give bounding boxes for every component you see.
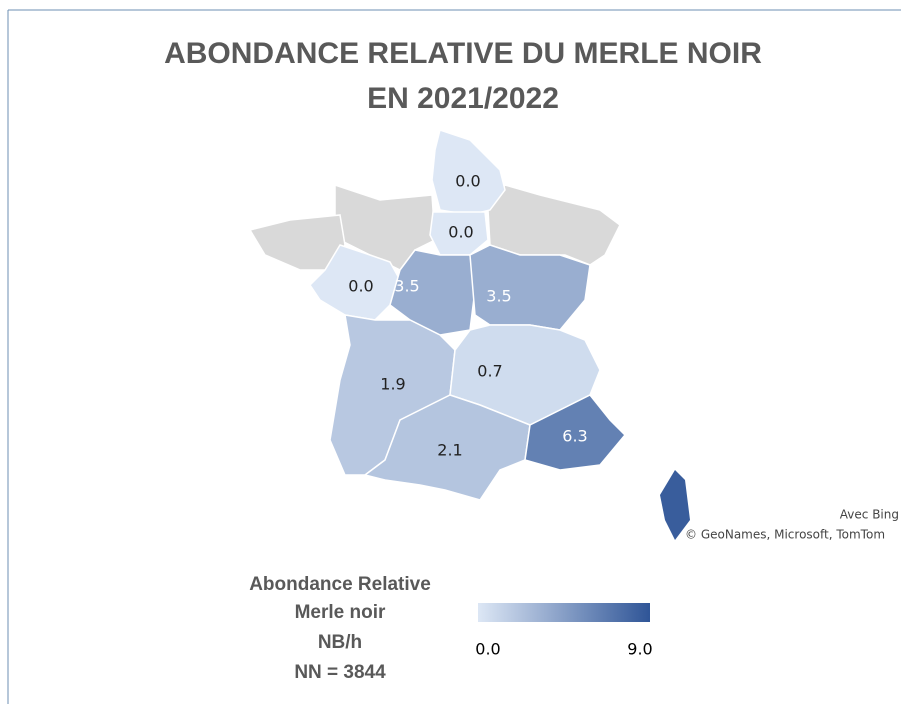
legend-min: 0.0 — [475, 640, 500, 659]
legend-title: NB/h — [318, 632, 362, 653]
attribution: Avec Bing — [840, 508, 899, 522]
legend-title: Abondance Relative — [249, 574, 431, 595]
title-line: EN 2021/2022 — [367, 82, 559, 115]
legend-max: 9.0 — [627, 640, 652, 659]
region — [363, 394, 531, 501]
region-value: 0.0 — [455, 172, 480, 191]
region — [469, 244, 591, 331]
region-value: 0.0 — [348, 277, 373, 296]
region-value: 0.7 — [477, 362, 502, 381]
legend-title: Merle noir — [295, 602, 386, 623]
title-line: ABONDANCE RELATIVE DU MERLE NOIR — [164, 37, 762, 70]
region-value: 3.5 — [486, 287, 511, 306]
legend-gradient — [478, 603, 650, 622]
region-value: 2.1 — [437, 441, 462, 460]
region — [660, 470, 690, 540]
region — [389, 249, 476, 336]
region-value: 1.9 — [380, 375, 405, 394]
region-value: 6.3 — [562, 427, 587, 446]
region-value: 3.5 — [394, 277, 419, 296]
attribution: © GeoNames, Microsoft, TomTom — [685, 528, 885, 542]
region — [524, 394, 627, 471]
map: 0.0 0.0 0.0 3.5 3.5 1.9 0.7 2.1 6.3 — [248, 129, 690, 540]
legend-title: NN = 3844 — [294, 662, 386, 683]
region-value: 0.0 — [448, 223, 473, 242]
